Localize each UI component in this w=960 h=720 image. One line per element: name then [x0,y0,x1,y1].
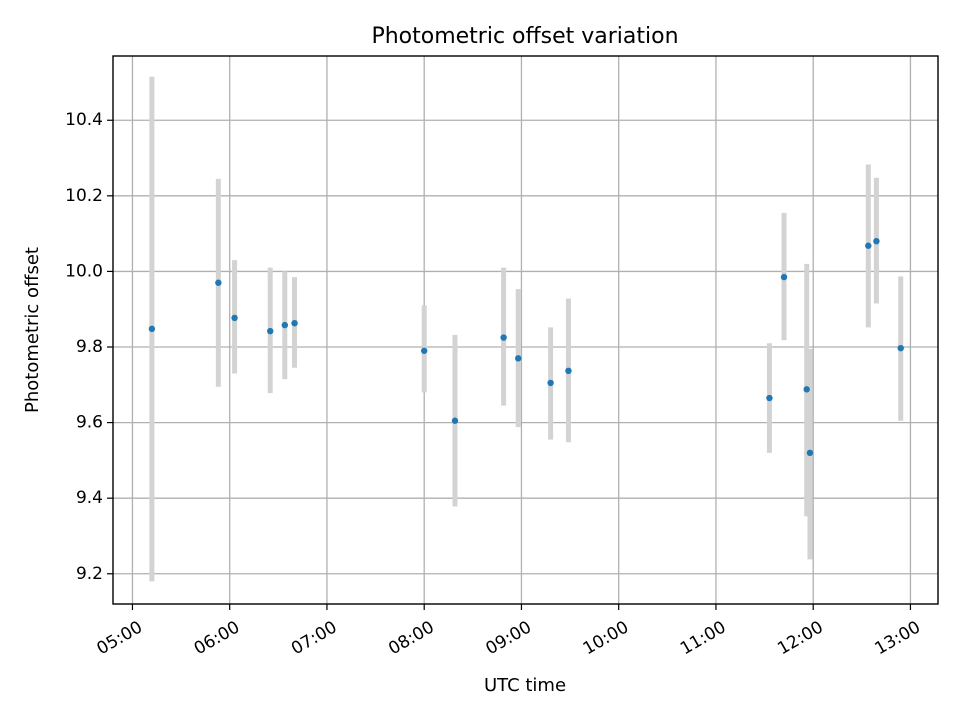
data-point [547,379,554,387]
data-point [500,334,507,341]
data-point [515,355,522,362]
y-tick-label: 9.2 [76,564,103,584]
data-point [897,344,904,352]
data-point [865,242,872,249]
y-tick-label: 10.4 [65,110,103,130]
grid [113,56,938,604]
y-tick-label: 9.4 [76,488,103,508]
data-point [291,319,298,327]
y-axis-label: Photometric offset [22,247,43,413]
data-point [281,321,289,329]
data-point [231,314,238,322]
data-points [148,237,904,457]
data-point [873,237,880,245]
data-point [148,325,156,333]
data-point [215,279,222,286]
x-axis-label: UTC time [484,675,566,696]
data-point [565,367,572,375]
plot-area-frame [112,55,939,605]
data-point [766,394,773,402]
data-point [806,449,814,457]
data-point [267,327,274,335]
data-point [420,347,428,354]
chart-title: Photometric offset variation [371,24,678,49]
y-tick-label: 10.0 [65,261,103,281]
y-tick-label: 10.2 [65,186,103,206]
data-point [780,273,788,281]
y-tick-label: 9.8 [76,337,103,357]
y-axis-ticks: 9.2 9.4 9.6 9.8 10.0 10.2 10.4 [65,110,113,584]
y-tick-label: 9.6 [76,413,103,433]
data-point [451,417,459,424]
data-point [803,386,810,393]
